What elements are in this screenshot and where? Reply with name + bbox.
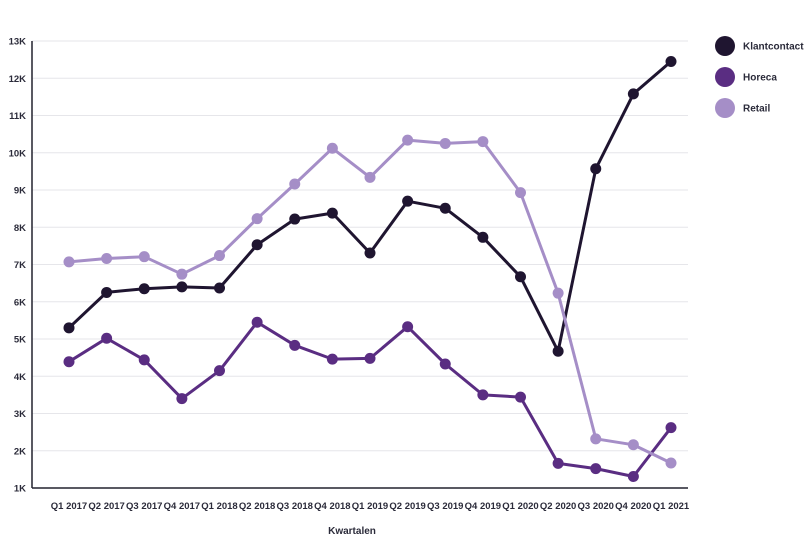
x-tick-label: Q1 2018 <box>201 501 237 512</box>
data-point-klantcontact <box>665 55 677 67</box>
data-point-horeca <box>63 356 75 368</box>
x-axis-label: Kwartalen <box>328 526 376 537</box>
x-tick-label: Q1 2017 <box>51 501 87 512</box>
x-tick-label: Q3 2019 <box>427 501 463 512</box>
data-point-horeca <box>214 365 225 377</box>
data-point-klantcontact <box>477 231 489 243</box>
data-point-retail <box>515 187 526 199</box>
data-point-retail <box>176 268 188 280</box>
series-points <box>63 55 677 482</box>
data-point-klantcontact <box>63 322 75 334</box>
data-point-horeca <box>251 316 263 328</box>
data-point-klantcontact <box>515 271 526 283</box>
data-point-klantcontact <box>590 163 602 175</box>
data-point-horeca <box>138 354 150 366</box>
x-tick-label: Q1 2019 <box>352 501 388 512</box>
data-point-retail <box>477 136 489 148</box>
y-axis-ticks: 1K 2K 3K 4K 5K 6K 7K 8K 9K 10K 11K 12K 13K <box>9 37 27 495</box>
data-point-horeca <box>627 470 639 482</box>
data-point-klantcontact <box>176 281 188 293</box>
y-tick-label: 13K <box>9 37 27 48</box>
data-point-retail <box>627 439 639 451</box>
data-point-horeca <box>515 391 526 403</box>
data-point-horeca <box>477 389 489 401</box>
data-point-retail <box>665 457 677 469</box>
data-point-horeca <box>101 332 113 344</box>
x-tick-label: Q1 2021 <box>653 501 690 512</box>
x-tick-label: Q4 2019 <box>465 501 501 512</box>
data-point-retail <box>439 137 451 149</box>
data-point-klantcontact <box>289 213 301 225</box>
y-tick-label: 10K <box>9 148 27 159</box>
data-point-horeca <box>326 353 338 365</box>
y-tick-label: 8K <box>14 223 26 234</box>
y-tick-label: 6K <box>14 297 26 308</box>
x-tick-label: Q1 2020 <box>502 501 538 512</box>
data-point-retail <box>402 134 414 146</box>
series-lines <box>67 60 673 478</box>
data-point-klantcontact <box>101 286 113 298</box>
data-point-retail <box>63 256 75 268</box>
x-tick-label: Q3 2017 <box>126 501 162 512</box>
data-point-horeca <box>552 457 564 469</box>
y-tick-label: 11K <box>9 111 26 122</box>
x-tick-label: Q2 2019 <box>389 501 425 512</box>
data-point-retail <box>214 250 225 262</box>
data-point-horeca <box>364 352 376 364</box>
data-point-retail <box>590 433 602 445</box>
y-tick-label: 12K <box>9 74 27 85</box>
legend: Klantcontact Horeca Retail <box>715 36 804 118</box>
data-point-retail <box>101 253 113 265</box>
data-point-horeca <box>402 321 414 333</box>
x-tick-label: Q2 2018 <box>239 501 275 512</box>
data-point-retail <box>289 178 301 190</box>
legend-label: Horeca <box>743 73 777 84</box>
y-tick-label: 2K <box>14 446 26 457</box>
data-point-retail <box>138 251 150 263</box>
x-tick-label: Q2 2017 <box>88 501 124 512</box>
data-point-horeca <box>176 393 188 405</box>
data-point-klantcontact <box>214 282 225 294</box>
data-point-horeca <box>665 422 677 434</box>
y-tick-label: 4K <box>14 372 26 383</box>
x-axis-ticks: Q1 2017 Q2 2017 Q3 2017 Q4 2017 Q1 2018 Q2 20… <box>51 501 690 512</box>
x-tick-label: Q4 2018 <box>314 501 350 512</box>
legend-marker-retail <box>715 98 735 118</box>
data-point-klantcontact <box>326 207 338 219</box>
data-point-klantcontact <box>627 88 639 100</box>
y-tick-label: 9K <box>14 186 26 197</box>
y-tick-label: 5K <box>14 335 26 346</box>
data-point-retail <box>326 142 338 154</box>
data-point-klantcontact <box>439 202 451 214</box>
data-point-retail <box>251 213 263 225</box>
data-point-klantcontact <box>138 283 150 295</box>
legend-marker-klantcontact <box>715 36 735 56</box>
y-tick-label: 3K <box>14 409 26 420</box>
legend-label: Retail <box>743 104 770 115</box>
data-point-klantcontact <box>251 239 263 251</box>
x-tick-label: Q3 2018 <box>277 501 313 512</box>
series-line-klantcontact <box>67 60 673 353</box>
axes <box>31 41 688 489</box>
legend-label: Klantcontact <box>743 42 804 53</box>
y-tick-label: 1K <box>14 484 26 495</box>
data-point-klantcontact <box>364 247 376 259</box>
series-line-horeca <box>67 320 673 478</box>
legend-marker-horeca <box>715 67 735 87</box>
data-point-horeca <box>590 463 602 475</box>
data-point-horeca <box>289 339 301 351</box>
data-point-retail <box>364 171 376 183</box>
y-tick-label: 7K <box>14 260 26 271</box>
x-tick-label: Q4 2017 <box>164 501 200 512</box>
gridlines <box>32 40 688 452</box>
data-point-klantcontact <box>552 345 564 357</box>
data-point-klantcontact <box>402 195 414 207</box>
x-tick-label: Q4 2020 <box>615 501 651 512</box>
data-point-retail <box>552 287 564 299</box>
x-tick-label: Q3 2020 <box>578 501 614 512</box>
x-tick-label: Q2 2020 <box>540 501 576 512</box>
data-point-horeca <box>439 358 451 370</box>
